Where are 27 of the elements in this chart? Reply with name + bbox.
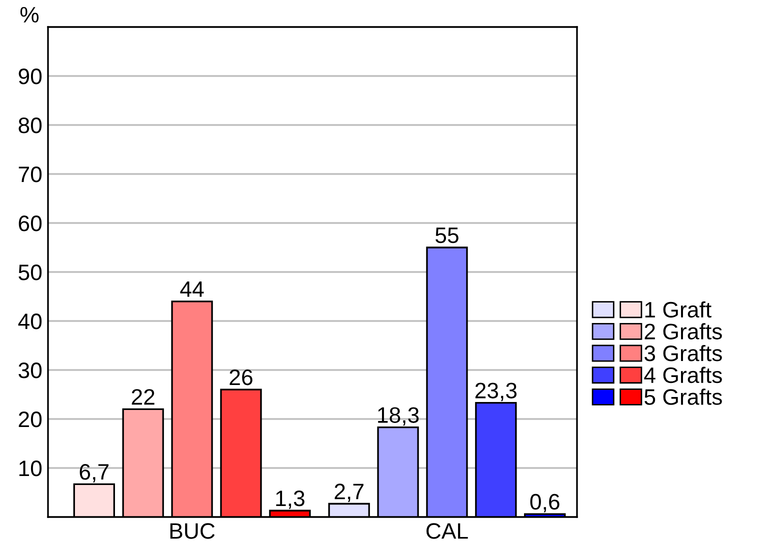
x-tick-label: BUC <box>170 523 215 539</box>
y-tick-label: 10 <box>19 460 42 476</box>
y-tick-label: 70 <box>18 166 42 182</box>
data-label: 6,7 <box>80 464 108 482</box>
legend-label: 4 Grafts <box>644 366 722 384</box>
legend-label: 5 Grafts <box>644 388 722 405</box>
data-label: 0,6 <box>530 494 560 512</box>
y-tick-label: 40 <box>18 314 42 330</box>
y-tick-label: 90 <box>18 68 42 84</box>
data-label: 2,7 <box>334 484 364 502</box>
y-tick-label: 30 <box>18 362 42 378</box>
y-tick-label: 20 <box>18 412 42 428</box>
y-tick-label: 60 <box>18 216 42 232</box>
legend-label: 1 Graft <box>645 301 712 318</box>
legend-label: 2 Grafts <box>644 323 722 340</box>
data-label: 22 <box>132 389 154 405</box>
data-label: 55 <box>436 228 458 244</box>
data-label: 18,3 <box>378 407 419 426</box>
y-tick-label: 80 <box>18 118 42 134</box>
y-axis-title: % <box>20 6 39 23</box>
legend-label: 3 Grafts <box>644 344 722 362</box>
data-label: 44 <box>180 282 204 297</box>
y-tick-label: 50 <box>18 264 42 280</box>
x-tick-label: CAL <box>426 523 468 539</box>
data-label: 23,3 <box>475 382 517 402</box>
data-label: 26 <box>230 369 252 386</box>
data-label: 1,3 <box>276 490 304 509</box>
